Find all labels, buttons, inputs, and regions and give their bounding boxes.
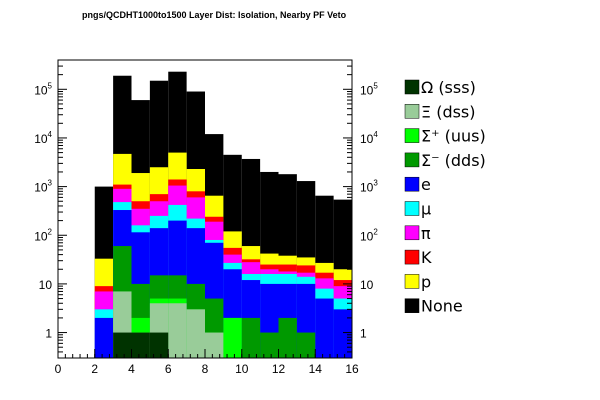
bar-1-6 [168, 303, 187, 358]
legend-swatch-6 [404, 225, 420, 241]
y-tick-label-left: 1 [45, 327, 52, 341]
legend-label-0: Ω (sss) [421, 78, 476, 97]
bar-0-4 [131, 332, 150, 358]
x-tick-label: 2 [91, 362, 98, 376]
legend-swatch-3 [404, 152, 420, 168]
bar-0-3 [113, 332, 132, 358]
bars-group [94, 71, 352, 359]
y-tick-label-right: 102 [360, 227, 378, 243]
legend-swatch-7 [404, 249, 420, 265]
x-tick-label: 0 [55, 362, 62, 376]
y-tick-label-right: 10 [360, 278, 374, 292]
bar-4-2 [94, 317, 114, 358]
bar-4-14 [315, 298, 334, 358]
legend-swatch-8 [404, 274, 420, 289]
x-tick-label: 14 [309, 362, 323, 376]
bar-4-15 [333, 309, 352, 358]
y-tick-label-right: 103 [360, 179, 378, 195]
bar-1-7 [186, 309, 205, 358]
legend-label-5: μ [421, 200, 431, 219]
legend-swatch-1 [404, 104, 420, 119]
x-tick-label: 12 [272, 362, 286, 376]
bar-0-5 [149, 332, 169, 358]
bar-3-13 [296, 332, 316, 358]
legend-swatch-9 [404, 298, 420, 313]
y-tick-label-right: 104 [360, 130, 378, 146]
y-tick-label-left: 104 [34, 130, 52, 146]
y-tick-label-left: 103 [34, 179, 52, 195]
bar-2-9 [223, 317, 242, 358]
legend-label-6: π [421, 224, 431, 243]
y-tick-label-left: 10 [39, 278, 53, 292]
legend-swatch-4 [404, 176, 420, 192]
bar-3-10 [241, 317, 261, 358]
x-tick-label: 4 [128, 362, 135, 376]
legend-swatch-0 [404, 79, 420, 95]
x-tick-label: 10 [235, 362, 249, 376]
legend-label-3: Σ⁻ (dds) [421, 151, 486, 170]
legend-swatch-2 [404, 128, 420, 143]
legend-label-7: K [421, 248, 432, 267]
y-tick-label-right: 1 [360, 327, 367, 341]
y-tick-label-left: 105 [34, 81, 52, 97]
bar-3-11 [260, 332, 279, 358]
legend-label-1: Ξ (dss) [421, 102, 476, 121]
x-tick-label: 6 [165, 362, 172, 376]
bar-3-12 [278, 317, 297, 358]
bar-1-8 [205, 332, 224, 358]
y-tick-label-left: 102 [34, 227, 52, 243]
axes-group: 0 2 4 6 8 10 12 14 16 1 1 10 10 102 102 103 103 104 104 105… [34, 59, 378, 376]
legend-label-8: p [421, 272, 431, 291]
y-tick-label-right: 105 [360, 81, 378, 97]
x-tick-label: 16 [345, 362, 359, 376]
legend-label-2: Σ⁺ (uus) [421, 127, 486, 146]
legend-label-9: None [421, 297, 463, 316]
x-tick-label: 8 [202, 362, 209, 376]
chart-title: pngs/QCDHT1000to1500 Layer Dist: Isolati… [82, 10, 347, 20]
legend-label-4: e [421, 175, 431, 194]
legend-swatch-5 [404, 201, 420, 216]
